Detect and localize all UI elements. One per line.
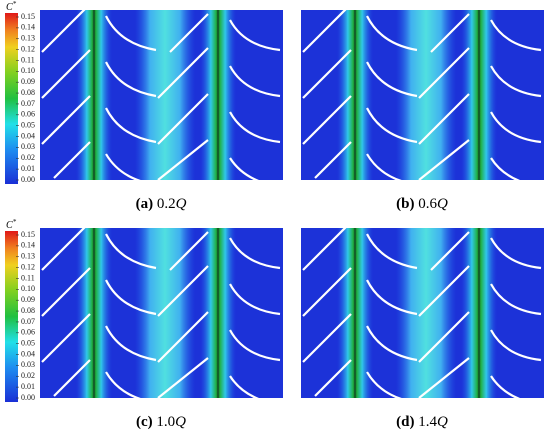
colorbar-tick-label: 0.15: [21, 230, 35, 239]
colorbar-tick-label: 0.09: [21, 77, 35, 86]
colorbar-tick-label: 0.07: [21, 317, 35, 326]
panel-caption: (d) 1.4Q: [396, 414, 448, 430]
colorbar-tick-label: 0.06: [21, 328, 35, 337]
caption-value: 0.6: [418, 196, 437, 212]
colorbar-tick-label: 0.10: [21, 66, 35, 75]
colorbar-title: C*: [6, 0, 17, 13]
panel-caption: (c) 1.0Q: [136, 414, 186, 430]
caption-unit: Q: [176, 196, 187, 212]
colorbar-tick-label: 0.12: [21, 262, 35, 271]
colorbar-tick-label: 0.01: [21, 382, 35, 391]
figure-content: (a) 0.2Q (b) 0.6Q(c) 1.0Q (d) 1.4QC*0.150.…: [5, 0, 544, 430]
colorbar-tick-label: 0.02: [21, 153, 35, 162]
colorbar: [5, 13, 18, 184]
caption-value: 1.0: [156, 414, 175, 430]
colorbar-title: C*: [6, 218, 17, 231]
colorbar-tick-label: 0.05: [21, 120, 35, 129]
colorbar-tick-label: 0.01: [21, 164, 35, 173]
colorbar-tick-label: 0.07: [21, 99, 35, 108]
panel-caption: (b) 0.6Q: [396, 196, 448, 212]
contour-plot: [301, 6, 544, 186]
colorbar-tick-label: 0.00: [21, 175, 35, 184]
colorbar: [5, 231, 18, 402]
colorbar-tick-label: 0.03: [21, 142, 35, 151]
colorbar-tick-label: 0.14: [21, 23, 35, 32]
contour-plot: [301, 224, 544, 404]
colorbar-tick-label: 0.08: [21, 88, 35, 97]
colorbar-tick-label: 0.03: [21, 360, 35, 369]
caption-letter: (c): [136, 414, 153, 430]
contour-plot: [40, 6, 283, 186]
caption-value: 1.4: [418, 414, 437, 430]
colorbar-tick-label: 0.14: [21, 241, 35, 250]
colorbar-tick-label: 0.15: [21, 12, 35, 21]
caption-letter: (a): [136, 196, 154, 212]
colorbar-tick-label: 0.04: [21, 349, 35, 358]
caption-letter: (d): [396, 414, 414, 430]
colorbar-tick-label: 0.00: [21, 393, 35, 402]
colorbar-tick-label: 0.10: [21, 284, 35, 293]
caption-value: 0.2: [157, 196, 176, 212]
colorbar-tick-label: 0.13: [21, 252, 35, 261]
caption-letter: (b): [396, 196, 414, 212]
caption-unit: Q: [437, 414, 448, 430]
caption-unit: Q: [437, 196, 448, 212]
superscript: *: [13, 0, 17, 8]
colorbar-tick-label: 0.12: [21, 44, 35, 53]
superscript: *: [13, 218, 17, 226]
colorbar-tick-label: 0.02: [21, 371, 35, 380]
caption-unit: Q: [175, 414, 186, 430]
colorbar-tick-label: 0.06: [21, 110, 35, 119]
panel-caption: (a) 0.2Q: [136, 196, 187, 212]
colorbar-tick-label: 0.08: [21, 306, 35, 315]
colorbar-tick-label: 0.11: [21, 273, 35, 282]
colorbar-tick-label: 0.05: [21, 338, 35, 347]
colorbar-tick-label: 0.04: [21, 131, 35, 140]
colorbar-tick-label: 0.09: [21, 295, 35, 304]
contour-plot: [40, 224, 283, 404]
symbol: C: [6, 2, 13, 13]
colorbar-tick-label: 0.13: [21, 34, 35, 43]
colorbar-tick-label: 0.11: [21, 55, 35, 64]
symbol: C: [6, 220, 13, 231]
